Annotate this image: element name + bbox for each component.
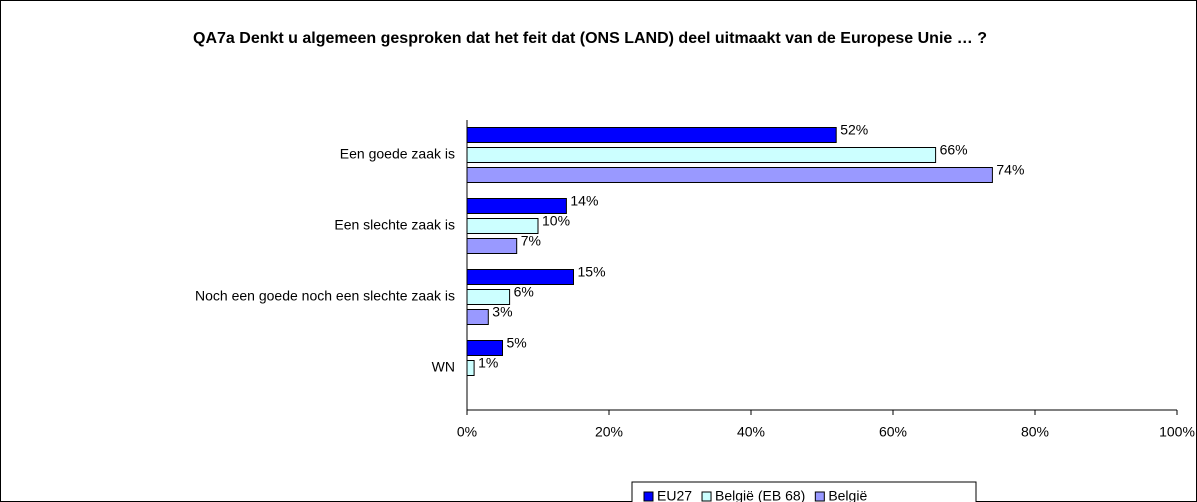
bar	[466, 309, 489, 325]
value-label: 14%	[570, 193, 598, 209]
x-tick-label: 60%	[879, 424, 907, 440]
bar	[466, 269, 574, 285]
bar	[466, 218, 539, 234]
value-label: 3%	[492, 304, 512, 320]
bar	[466, 167, 993, 183]
x-tick-label: 80%	[1021, 424, 1049, 440]
value-label: 15%	[578, 264, 606, 280]
y-tick-label: Noch een goede noch een slechte zaak is	[195, 288, 455, 304]
value-label: 7%	[521, 233, 541, 249]
x-tick-label: 20%	[595, 424, 623, 440]
x-tick-label: 40%	[737, 424, 765, 440]
value-label: 66%	[940, 142, 968, 158]
x-tick-label: 100%	[1159, 424, 1195, 440]
bar	[466, 238, 518, 254]
legend-label: EU27	[657, 488, 692, 502]
bar	[466, 360, 475, 376]
bar	[466, 340, 503, 356]
bar	[466, 198, 567, 214]
legend-swatch	[701, 491, 712, 502]
x-tick-label: 0%	[457, 424, 477, 440]
value-label: 5%	[507, 335, 527, 351]
bar	[466, 127, 837, 143]
legend-swatch	[814, 491, 825, 502]
legend-box	[631, 481, 977, 502]
bar	[466, 289, 511, 305]
value-label: 10%	[542, 213, 570, 229]
legend-label: België (EB 68)	[715, 488, 805, 502]
value-label: 52%	[840, 122, 868, 138]
chart-title: QA7a Denkt u algemeen gesproken dat het …	[193, 30, 987, 47]
bar	[466, 147, 937, 163]
y-tick-label: Een slechte zaak is	[334, 217, 455, 233]
y-tick-label: WN	[432, 359, 455, 375]
legend-swatch	[643, 491, 654, 502]
value-label: 1%	[478, 355, 498, 371]
legend-label: België	[828, 488, 867, 502]
value-label: 74%	[996, 162, 1024, 178]
y-tick-label: Een goede zaak is	[340, 146, 455, 162]
value-label: 6%	[514, 284, 534, 300]
